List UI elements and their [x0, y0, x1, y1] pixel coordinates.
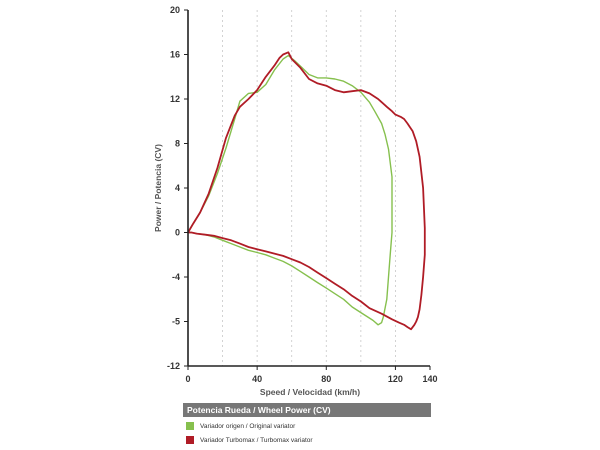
series-line-original: [187, 54, 393, 326]
x-tick-label-3: 120: [388, 374, 403, 384]
y-tick-label-0: -12: [167, 361, 180, 371]
y-tick-label-5: 8: [175, 139, 180, 149]
legend-swatch-turbomax: [186, 436, 194, 444]
series-lines: [187, 51, 426, 331]
legend-item-turbomax: Variador Turbomax / Turbomax variator: [183, 435, 431, 445]
y-axis-title: Power / Potencia (CV): [153, 144, 163, 232]
y-tick-label-8: 20: [170, 5, 180, 15]
series-line-turbomax: [187, 51, 426, 331]
legend-header: Potencia Rueda / Wheel Power (CV): [183, 403, 431, 417]
x-axis-title: Speed / Velocidad (km/h): [260, 387, 360, 397]
legend-label-original: Variador origen / Original variator: [200, 422, 296, 430]
x-tick-label-2: 80: [321, 374, 331, 384]
legend-label-turbomax: Variador Turbomax / Turbomax variator: [200, 436, 313, 444]
x-tick-label-4: 140: [422, 374, 437, 384]
y-tick-label-6: 12: [170, 94, 180, 104]
x-tick-label-0: 0: [185, 374, 190, 384]
y-tick-label-7: 16: [170, 50, 180, 60]
tick-labels: -12 -5 -4 0 4 8 12 16 20 0 40 80 120 140: [167, 5, 438, 384]
y-tick-label-3: 0: [175, 228, 180, 238]
legend: Potencia Rueda / Wheel Power (CV) Variad…: [183, 403, 431, 445]
grid-lines: [222, 10, 396, 366]
axes: [187, 10, 430, 367]
legend-item-original: Variador origen / Original variator: [183, 421, 431, 431]
y-tick-label-4: 4: [175, 183, 180, 193]
y-tick-label-2: -4: [172, 272, 180, 282]
x-tick-label-1: 40: [252, 374, 262, 384]
legend-swatch-original: [186, 422, 194, 430]
y-tick-label-1: -5: [172, 317, 180, 327]
